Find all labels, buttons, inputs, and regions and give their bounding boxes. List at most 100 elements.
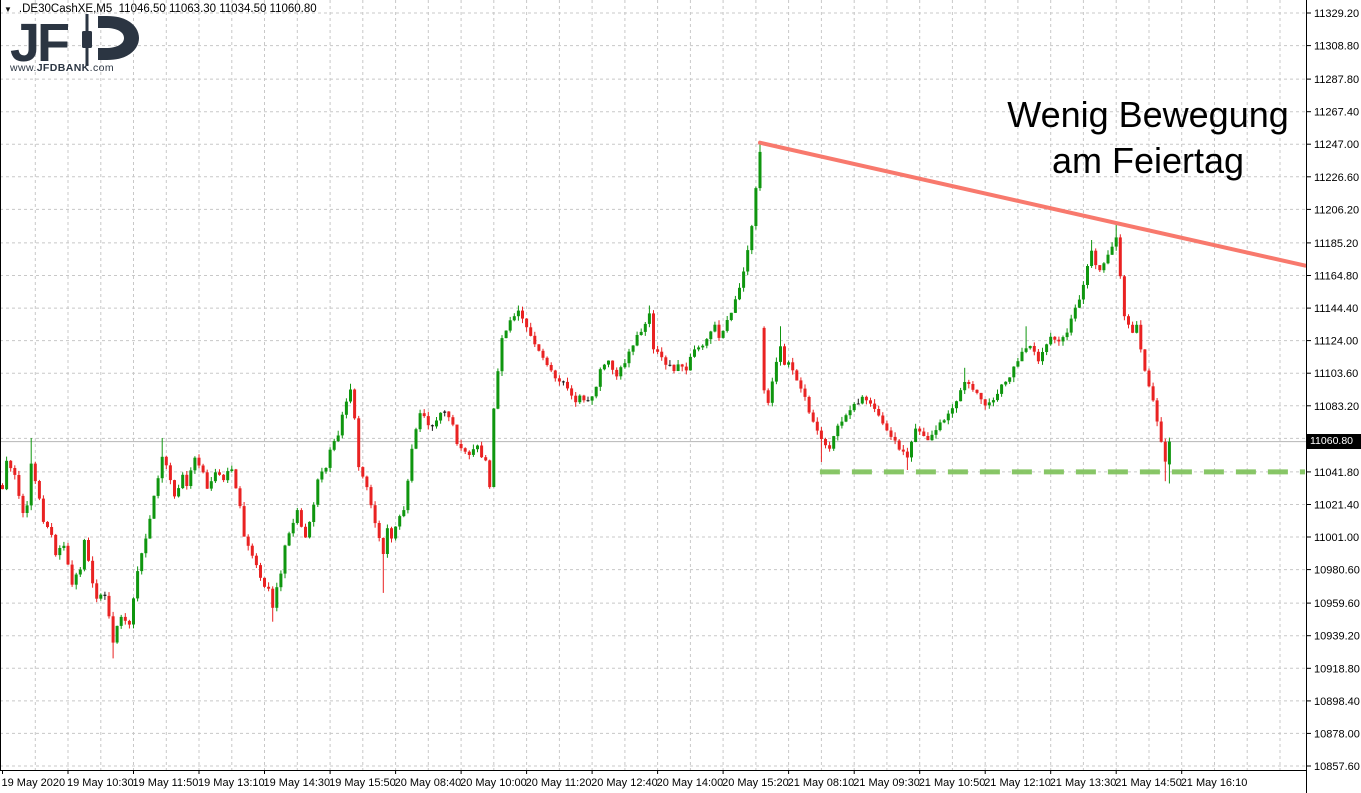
candle-body bbox=[557, 378, 561, 382]
candle-body bbox=[959, 390, 963, 402]
candle-body bbox=[394, 526, 398, 539]
candle-body bbox=[787, 362, 791, 365]
candle-body bbox=[1131, 324, 1135, 333]
candle-body bbox=[586, 400, 590, 402]
candle-body bbox=[508, 320, 512, 331]
candle-body bbox=[807, 397, 811, 413]
candle-body bbox=[996, 393, 999, 401]
candle-body bbox=[1041, 352, 1044, 362]
candle-body bbox=[357, 418, 361, 468]
y-axis-label: 11001.00 bbox=[1314, 532, 1359, 544]
candle-body bbox=[230, 469, 234, 471]
x-axis-label: 20 May 15:20 bbox=[722, 777, 789, 789]
candle-body bbox=[877, 409, 881, 416]
candle-body bbox=[1094, 250, 1098, 266]
x-axis-label: 21 May 16:10 bbox=[1181, 777, 1248, 789]
candle-body bbox=[500, 338, 504, 372]
candle-body bbox=[905, 451, 909, 458]
candle-body bbox=[177, 488, 181, 497]
candle-body bbox=[451, 417, 455, 425]
candle-body bbox=[152, 495, 156, 519]
logo-letters: JF bbox=[10, 14, 69, 66]
candle-body bbox=[471, 449, 475, 455]
y-axis-label: 11287.80 bbox=[1314, 74, 1359, 86]
candle-body bbox=[533, 335, 537, 345]
candle-body bbox=[455, 424, 459, 444]
candle-body bbox=[492, 408, 496, 487]
candle-body bbox=[1102, 263, 1106, 271]
candle-body bbox=[414, 429, 418, 449]
candle-body bbox=[1155, 400, 1159, 422]
x-axis-label: 21 May 12:10 bbox=[984, 777, 1051, 789]
candle-body bbox=[267, 586, 271, 589]
candle-body bbox=[353, 389, 357, 419]
candle-body bbox=[824, 439, 827, 446]
candle-body bbox=[623, 363, 627, 368]
candle-body bbox=[226, 471, 230, 481]
candle-body bbox=[263, 577, 266, 587]
candle-body bbox=[1049, 336, 1053, 345]
candle-body bbox=[480, 445, 484, 458]
candle-body bbox=[750, 226, 754, 251]
y-axis-label: 10939.20 bbox=[1314, 631, 1360, 643]
candle-body bbox=[336, 435, 340, 442]
candle-body bbox=[447, 411, 451, 418]
candle-body bbox=[828, 445, 832, 449]
candle-body bbox=[840, 421, 844, 426]
candle-body bbox=[299, 510, 303, 527]
candle-body bbox=[377, 523, 381, 538]
candle-body bbox=[70, 564, 74, 585]
candle-body bbox=[910, 441, 913, 458]
candle-body bbox=[607, 360, 610, 365]
trendline[interactable] bbox=[758, 140, 1307, 268]
candle-body bbox=[1122, 276, 1126, 317]
x-axis-label: 19 May 13:10 bbox=[198, 777, 265, 789]
candle-body bbox=[873, 403, 877, 409]
candle-body bbox=[934, 430, 938, 435]
candle-body bbox=[181, 474, 185, 489]
candle-body bbox=[729, 312, 733, 320]
symbol-dropdown-icon[interactable]: ▼ bbox=[4, 4, 12, 14]
candle-body bbox=[410, 448, 414, 481]
candle-body bbox=[975, 389, 979, 393]
candle-body bbox=[385, 528, 389, 554]
candle-body bbox=[795, 370, 799, 381]
candle-body bbox=[246, 536, 250, 546]
candle-body bbox=[373, 505, 377, 524]
candle-body bbox=[738, 287, 741, 300]
candle-body bbox=[611, 360, 615, 370]
x-axis-label: 21 May 13:30 bbox=[1050, 777, 1117, 789]
candle-body bbox=[635, 335, 639, 346]
candle-body bbox=[545, 357, 549, 365]
y-axis-label: 11308.80 bbox=[1314, 41, 1359, 53]
y-axis-label: 10878.00 bbox=[1314, 728, 1360, 740]
candle-body bbox=[103, 594, 107, 596]
chart-annotation: Wenig Bewegung am Feiertag bbox=[980, 92, 1316, 184]
candle-body bbox=[1061, 337, 1065, 342]
candle-body bbox=[942, 420, 946, 423]
candle-body bbox=[901, 449, 905, 452]
candle-body bbox=[123, 616, 127, 621]
candle-body bbox=[1024, 348, 1028, 352]
candle-body bbox=[1057, 339, 1061, 342]
candle-body bbox=[259, 565, 262, 578]
y-axis-label: 11185.20 bbox=[1314, 238, 1358, 250]
candle-body bbox=[136, 571, 140, 599]
candle-body bbox=[766, 390, 770, 403]
candle-body bbox=[1114, 237, 1118, 247]
candle-body bbox=[402, 510, 406, 517]
annotation-line-1: Wenig Bewegung bbox=[1007, 94, 1289, 135]
current-price-badge: 11060.80 bbox=[1306, 434, 1361, 449]
candle-body bbox=[656, 349, 660, 352]
y-axis-label: 10857.60 bbox=[1314, 761, 1360, 773]
candle-body bbox=[1167, 441, 1171, 465]
candle-body bbox=[144, 538, 148, 554]
candle-body bbox=[688, 356, 692, 371]
candle-body bbox=[328, 449, 332, 468]
candle-body bbox=[963, 382, 967, 391]
candle-body bbox=[832, 436, 836, 449]
candle-body bbox=[1045, 344, 1049, 352]
candle-body bbox=[713, 324, 717, 332]
candle-body bbox=[295, 510, 299, 523]
